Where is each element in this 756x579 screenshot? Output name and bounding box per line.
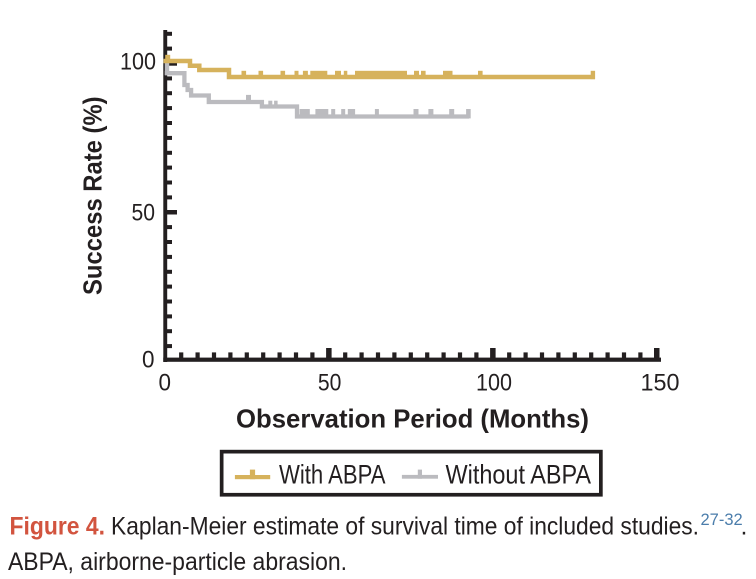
svg-text:Without ABPA: Without ABPA bbox=[446, 460, 592, 490]
svg-text:.: . bbox=[741, 513, 748, 541]
svg-text:50: 50 bbox=[318, 370, 342, 397]
svg-text:Observation Period (Months): Observation Period (Months) bbox=[236, 403, 589, 433]
svg-text:Kaplan-Meier estimate of survi: Kaplan-Meier estimate of survival time o… bbox=[111, 513, 699, 541]
svg-text:With ABPA: With ABPA bbox=[279, 460, 386, 490]
svg-text:150: 150 bbox=[641, 370, 680, 397]
svg-text:ABPA, airborne-particle abrasi: ABPA, airborne-particle abrasion. bbox=[8, 548, 347, 576]
svg-text:100: 100 bbox=[476, 370, 512, 397]
svg-text:0: 0 bbox=[158, 370, 171, 397]
svg-text:Figure 4.: Figure 4. bbox=[10, 513, 106, 541]
svg-text:27-32: 27-32 bbox=[701, 511, 743, 529]
svg-text:Success Rate (%): Success Rate (%) bbox=[78, 96, 108, 295]
svg-text:100: 100 bbox=[120, 49, 156, 76]
svg-text:50: 50 bbox=[132, 200, 156, 227]
svg-text:0: 0 bbox=[142, 346, 155, 373]
